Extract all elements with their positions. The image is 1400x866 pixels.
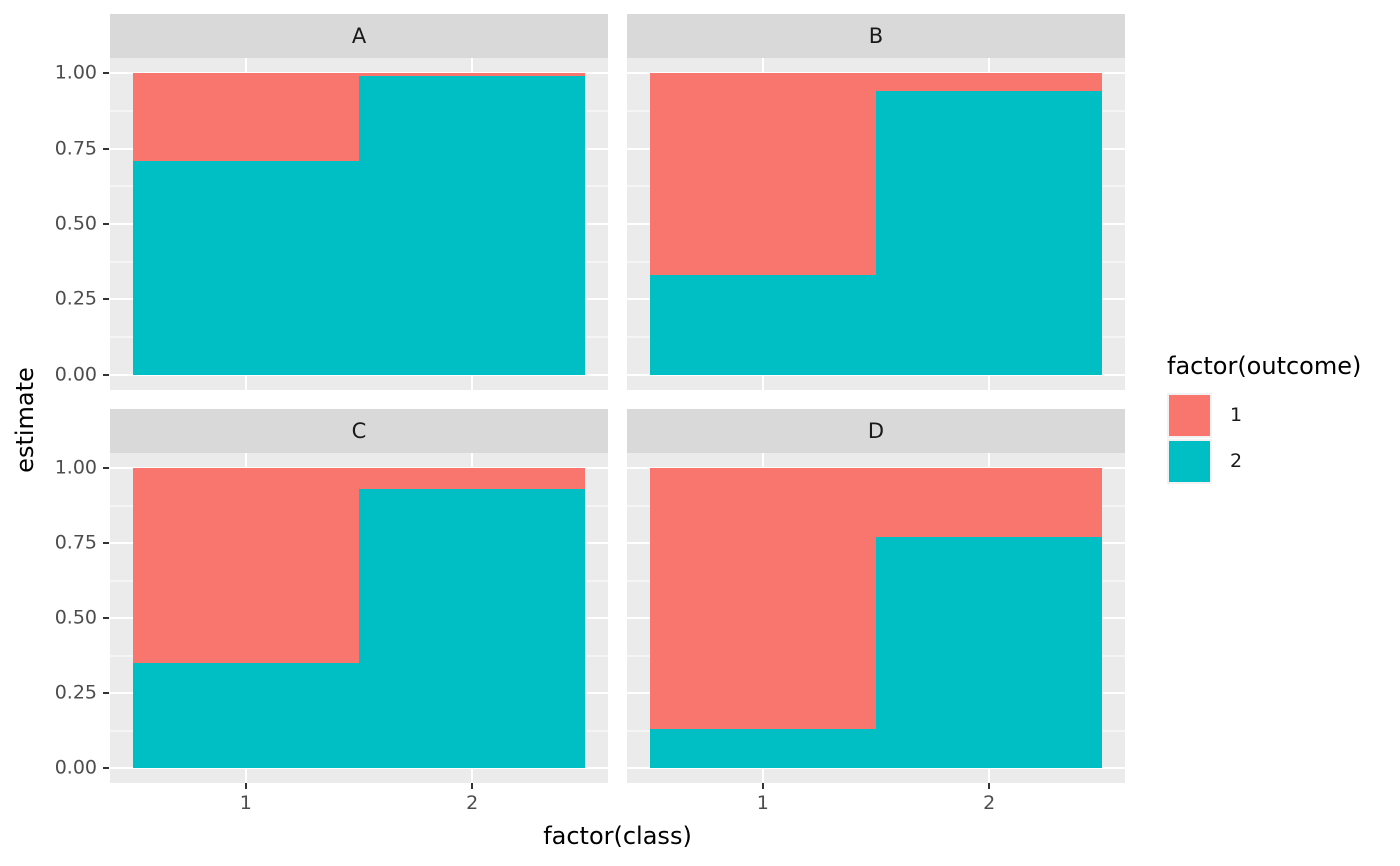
y-tick-label: 0.50: [54, 212, 97, 235]
x-axis-title: factor(class): [543, 822, 692, 850]
bar-segment-outcome-1: [876, 73, 1103, 92]
bar-segment-outcome-1: [132, 73, 359, 161]
y-tick-mark: [103, 767, 109, 769]
legend-swatch-outcome-1: [1169, 394, 1210, 436]
x-tick-mark: [244, 783, 247, 789]
bar-segment-outcome-1: [649, 468, 876, 729]
y-tick-label: 0.50: [54, 606, 97, 629]
bar-segment-outcome-1: [132, 468, 359, 663]
x-tick-label: 1: [756, 792, 769, 814]
facet-strip-d-label: D: [867, 419, 885, 443]
legend-label-outcome-2: 2: [1230, 449, 1243, 472]
y-tick-mark: [103, 542, 109, 544]
y-tick-mark: [103, 298, 109, 301]
facet-panel-c: [110, 453, 608, 783]
bar-segment-outcome-1: [876, 468, 1103, 537]
legend-swatch-outcome-2: [1169, 440, 1210, 482]
gridline-major-h: [110, 767, 608, 769]
bar-segment-outcome-2: [132, 663, 359, 768]
y-tick-mark: [103, 223, 109, 225]
bar-class-2: [359, 73, 586, 375]
bar-class-2: [876, 73, 1103, 375]
x-tick-mark: [988, 783, 991, 789]
gridline-major-h: [627, 373, 1125, 376]
y-tick-label: 0.75: [54, 137, 97, 160]
legend-swatch-frame-1: [1167, 392, 1212, 438]
y-tick-label: 0.25: [54, 287, 97, 310]
bar-class-1: [649, 468, 876, 768]
bar-class-1: [649, 73, 876, 375]
y-tick-mark: [103, 147, 109, 150]
facet-strip-d: D: [627, 409, 1125, 453]
facet-strip-a-label: A: [351, 24, 367, 48]
y-tick-label: 0.00: [54, 363, 97, 386]
x-tick-label: 2: [466, 792, 479, 814]
x-tick-label: 1: [239, 792, 252, 814]
legend-key-outcome-2: 2: [1167, 438, 1361, 484]
x-tick-mark: [471, 783, 474, 789]
y-tick-mark: [103, 692, 109, 694]
y-tick-mark: [103, 373, 109, 376]
gridline-major-h: [110, 373, 608, 376]
bar-segment-outcome-1: [649, 73, 876, 276]
facet-panel-d: [627, 453, 1125, 783]
y-tick-label: 1.00: [54, 61, 97, 84]
facet-panel-b: [627, 58, 1125, 390]
bar-segment-outcome-1: [359, 73, 586, 77]
y-tick-label: 1.00: [54, 456, 97, 479]
legend-swatch-frame-2: [1167, 438, 1212, 484]
bar-segment-outcome-2: [649, 729, 876, 768]
y-tick-mark: [103, 467, 109, 469]
bar-segment-outcome-1: [359, 468, 586, 489]
y-axis-title: estimate: [11, 367, 39, 473]
bar-class-2: [359, 468, 586, 768]
y-tick-label: 0.75: [54, 531, 97, 554]
legend-key-outcome-1: 1: [1167, 392, 1361, 438]
facet-strip-c-label: C: [351, 419, 367, 443]
facet-strip-a: A: [110, 14, 608, 58]
gridline-major-h: [627, 767, 1125, 769]
bar-segment-outcome-2: [359, 489, 586, 768]
bar-segment-outcome-2: [132, 160, 359, 375]
x-tick-mark: [761, 783, 764, 789]
bar-segment-outcome-2: [649, 275, 876, 375]
y-tick-label: 0.25: [54, 681, 97, 704]
y-tick-mark: [103, 617, 109, 619]
bar-segment-outcome-2: [876, 537, 1103, 768]
bar-segment-outcome-2: [359, 76, 586, 375]
bar-segment-outcome-2: [876, 91, 1103, 375]
facet-panel-a: [110, 58, 608, 390]
y-tick-mark: [103, 72, 109, 75]
y-tick-label: 0.00: [54, 756, 97, 779]
bar-class-1: [132, 73, 359, 375]
bar-class-1: [132, 468, 359, 768]
facet-strip-b-label: B: [868, 24, 884, 48]
facet-strip-c: C: [110, 409, 608, 453]
legend: factor(outcome) 1 2: [1167, 352, 1361, 485]
legend-title: factor(outcome): [1167, 352, 1362, 380]
legend-label-outcome-1: 1: [1230, 403, 1243, 426]
x-tick-label: 2: [983, 792, 996, 814]
bar-class-2: [876, 468, 1103, 768]
facet-strip-b: B: [627, 14, 1125, 58]
